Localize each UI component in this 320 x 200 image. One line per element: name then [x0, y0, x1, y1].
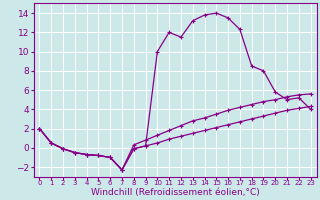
X-axis label: Windchill (Refroidissement éolien,°C): Windchill (Refroidissement éolien,°C): [91, 188, 260, 197]
